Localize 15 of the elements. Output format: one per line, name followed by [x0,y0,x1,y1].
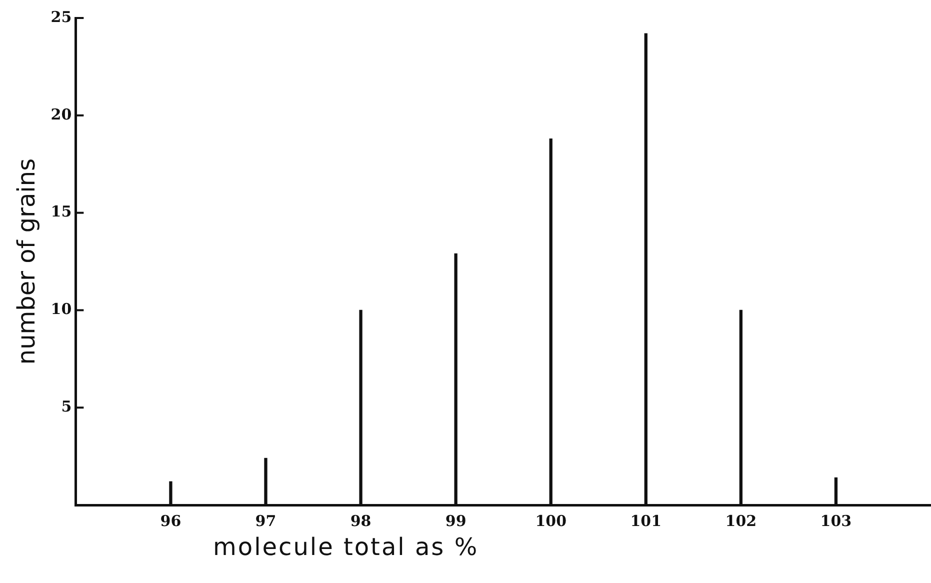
x-tick-label: 101 [630,512,662,530]
x-tick-label: 97 [255,512,276,530]
x-tick-label: 96 [160,512,182,530]
y-axis-title: number of grains [12,158,41,365]
x-axis-title: molecule total as % [213,532,479,562]
x-tick-label: 103 [820,512,852,530]
x-tick-label: 100 [535,512,567,530]
x-tick-label: 99 [445,512,466,530]
y-tick-label: 15 [50,202,72,221]
y-tick-label: 10 [50,300,72,318]
x-tick-label: 98 [350,512,372,530]
x-tick-label: 102 [725,512,757,530]
y-tick-label: 5 [61,397,72,416]
y-tick-label: 20 [50,105,72,124]
y-tick-label: 25 [50,8,72,26]
